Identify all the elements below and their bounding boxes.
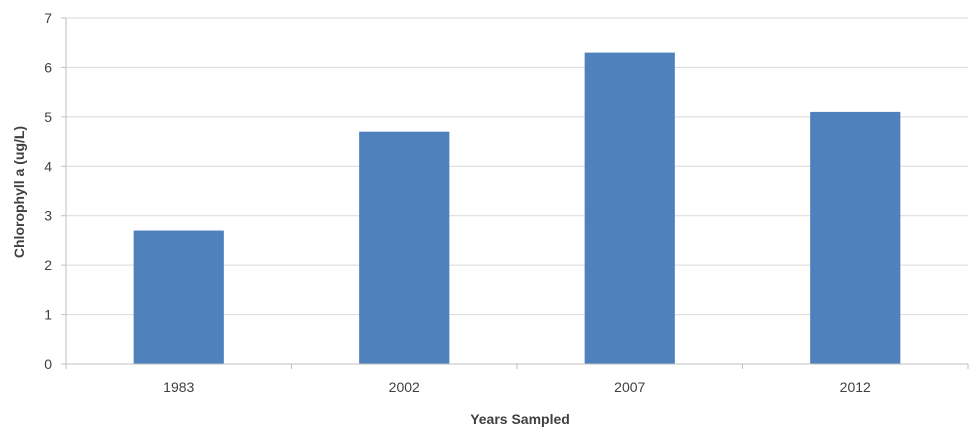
y-tick-label: 3 [44,208,52,224]
bar-2002 [359,131,450,364]
y-tick-label: 5 [44,109,52,125]
axes [61,17,969,369]
y-tick-labels: 0 1 2 3 4 5 6 7 [44,10,52,372]
y-axis-title: Chlorophyll a (ug/L) [11,126,27,258]
bar-2007 [584,52,675,364]
y-tick-label: 2 [44,257,52,273]
y-tick-label: 4 [44,158,52,174]
bar-2012 [810,111,901,365]
y-tick-label: 1 [44,307,52,323]
x-tick-label: 2002 [389,379,420,395]
y-tick-label: 0 [44,356,52,372]
bars [133,52,901,365]
x-tick-label: 2007 [614,379,645,395]
x-tick-label: 1983 [163,379,194,395]
y-tick-label: 6 [44,59,52,75]
bar-1983 [133,230,224,364]
x-axis-title: Years Sampled [470,411,570,427]
x-tick-labels: 1983 2002 2007 2012 [163,379,871,395]
x-tick-label: 2012 [840,379,871,395]
y-tick-label: 7 [44,10,52,26]
